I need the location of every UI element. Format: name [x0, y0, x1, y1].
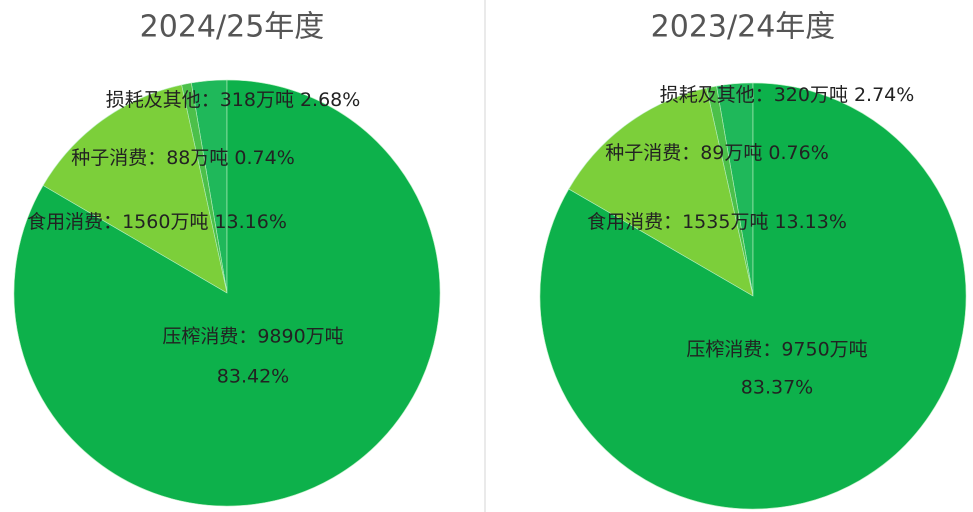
- category-label: 种子消费：89万吨: [605, 142, 762, 164]
- slice-label: 种子消费：89万吨 0.76%: [605, 142, 829, 164]
- slice-label: 食用消费：1560万吨 13.16%: [27, 211, 287, 233]
- category-label: 损耗及其他：318万吨: [106, 89, 294, 111]
- value-label: 13.13%: [774, 211, 846, 233]
- pie-slice: [539, 82, 967, 510]
- category-label: 压榨消费：9750万吨: [686, 339, 867, 361]
- slice-label: 损耗及其他：320万吨 2.74%: [660, 84, 915, 106]
- chart-title: 2024/25年度: [140, 10, 325, 45]
- category-label: 食用消费：1535万吨: [587, 211, 768, 233]
- category-label: 种子消费：88万吨: [71, 147, 228, 169]
- category-label: 损耗及其他：320万吨: [660, 84, 848, 106]
- pie-slice: [42, 84, 228, 294]
- value-label: 2.68%: [300, 89, 360, 111]
- slice-label: 种子消费：88万吨 0.74%: [71, 147, 295, 169]
- value-label: 0.74%: [234, 147, 294, 169]
- value-label: 83.37%: [741, 377, 813, 399]
- value-label: 2.74%: [854, 84, 914, 106]
- category-label: 压榨消费：9890万吨: [162, 326, 343, 348]
- pie-slice: [13, 79, 441, 507]
- value-label: 0.76%: [768, 142, 828, 164]
- value-label: 13.16%: [214, 211, 286, 233]
- chart-title: 2023/24年度: [651, 10, 836, 45]
- pie-slice: [568, 87, 754, 297]
- slice-label: 食用消费：1535万吨 13.13%: [587, 211, 847, 233]
- value-label: 83.42%: [217, 366, 289, 388]
- slice-label: 损耗及其他：318万吨 2.68%: [106, 89, 361, 111]
- category-label: 食用消费：1560万吨: [27, 211, 208, 233]
